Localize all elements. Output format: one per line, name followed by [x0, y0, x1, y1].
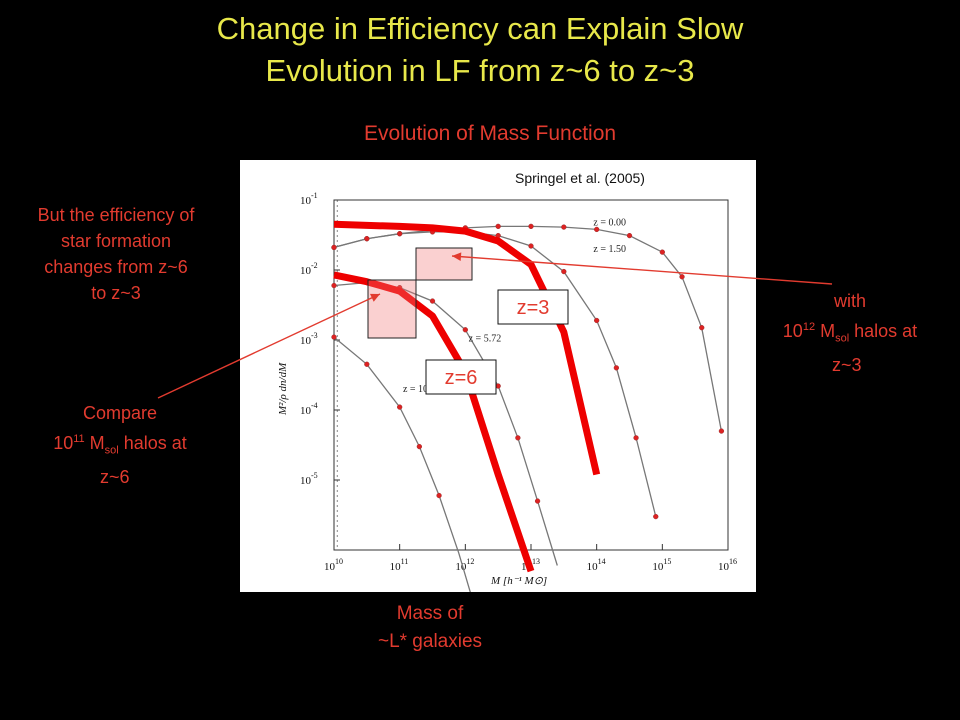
note-line: to z~3: [91, 283, 141, 303]
y-tick-exponent: -1: [311, 191, 318, 200]
y-tick-label: 10-4: [300, 401, 318, 417]
series-label: z = 0.00: [593, 218, 626, 229]
y-tick-exponent: -5: [311, 471, 318, 480]
data-point: [331, 282, 337, 289]
x-tick-label: 1012: [455, 557, 474, 573]
data-point: [515, 435, 521, 441]
y-tick-label: 10-1: [300, 191, 318, 207]
x-tick-exponent: 10: [335, 557, 343, 566]
note-line: star formation: [60, 231, 172, 251]
series-line: [333, 231, 657, 517]
data-point: [528, 243, 534, 249]
data-point: [429, 298, 436, 304]
data-point: [561, 224, 567, 230]
compare-z3-box: [415, 247, 473, 281]
series-label: z = 10.07: [403, 384, 441, 395]
x-tick-exponent: 16: [729, 557, 737, 566]
data-point: [528, 223, 534, 230]
data-point: [397, 404, 403, 410]
data-point: [331, 334, 337, 340]
note-line: But the efficiency of: [37, 205, 195, 225]
y-tick-label: 10-3: [300, 331, 318, 347]
data-point: [331, 244, 337, 251]
citation-label: Springel et al. (2005): [515, 170, 645, 186]
z3-label: z=3: [517, 297, 550, 319]
data-point: [633, 435, 639, 441]
note-line: 1012 Msol halos at: [782, 321, 918, 345]
series-label: z = 1.50: [593, 244, 626, 255]
note-mass-lstar: Mass of ~L* galaxies: [330, 600, 530, 656]
data-point: [495, 223, 501, 230]
data-point: [699, 325, 705, 331]
note-efficiency: But the efficiency of star formation cha…: [6, 202, 226, 306]
z6-label: z=6: [445, 367, 478, 389]
data-point: [613, 365, 620, 371]
data-point: [364, 361, 370, 367]
note-line: with: [833, 291, 866, 311]
series-label: z = 5.72: [469, 334, 502, 345]
data-point: [626, 232, 633, 239]
x-tick-exponent: 15: [663, 557, 671, 566]
y-tick-exponent: -3: [311, 331, 318, 340]
data-point: [659, 249, 665, 255]
x-tick-exponent: 11: [401, 557, 409, 566]
data-point: [462, 327, 468, 333]
y-tick-label: 10-2: [300, 261, 318, 277]
x-tick-label: 1015: [652, 557, 671, 573]
note-compare: Compare 1011 Msol halos at z~6: [10, 400, 230, 490]
x-tick-label: 1011: [390, 557, 409, 573]
data-point: [561, 268, 567, 275]
slide-subtitle: Evolution of Mass Function: [363, 122, 617, 145]
data-point: [364, 236, 370, 242]
compare-z6-box: [367, 279, 417, 339]
note-with: with 1012 Msol halos at z~3: [740, 288, 960, 378]
note-line: Mass of: [396, 603, 464, 624]
x-tick-exponent: 14: [598, 557, 606, 566]
note-line: 1011 Msol halos at: [53, 433, 187, 457]
note-line: Compare: [82, 403, 158, 423]
z6-label-frame: [425, 359, 497, 395]
note-line: z~3: [832, 354, 862, 375]
x-tick-exponent: 13: [532, 557, 540, 566]
mass-function-chart: 1010 1011 1012 1013 1014 1015 101610-110-210-3…: [277, 170, 737, 592]
y-axis-label: M²/ρ dn/dM: [277, 362, 289, 416]
x-tick-label: 1010: [324, 557, 343, 573]
z3-label-frame: [497, 289, 569, 325]
data-point: [653, 513, 659, 520]
y-tick-label: 10-5: [300, 471, 318, 487]
x-tick-label: 1014: [587, 557, 606, 573]
highlight-z6-curve: [333, 271, 535, 573]
x-axis-label: M [h⁻¹ M⊙]: [490, 575, 547, 587]
data-point: [534, 498, 541, 504]
x-tick-exponent: 12: [466, 557, 474, 566]
note-line: ~L* galaxies: [377, 631, 483, 652]
title-line-1: Change in Efficiency can Explain Slow: [216, 11, 744, 46]
data-point: [397, 231, 403, 237]
slide-title: Change in Efficiency can Explain Slow Ev…: [0, 8, 960, 92]
title-line-2: Evolution in LF from z~6 to z~3: [265, 53, 695, 88]
data-point: [436, 492, 442, 499]
plot-frame: [333, 199, 729, 551]
data-point: [416, 443, 423, 450]
data-point: [679, 274, 685, 280]
x-tick-label: 1016: [718, 557, 737, 573]
note-line: z~6: [100, 466, 130, 487]
data-point: [594, 317, 600, 324]
mass-function-figure: 1010 1011 1012 1013 1014 1015 1016 10-1 10-2 10-3…: [240, 160, 756, 592]
y-tick-exponent: -4: [311, 401, 318, 410]
data-point: [718, 428, 725, 434]
y-tick-exponent: -2: [311, 261, 318, 270]
data-point: [594, 226, 600, 233]
note-line: changes from z~6: [44, 257, 188, 277]
